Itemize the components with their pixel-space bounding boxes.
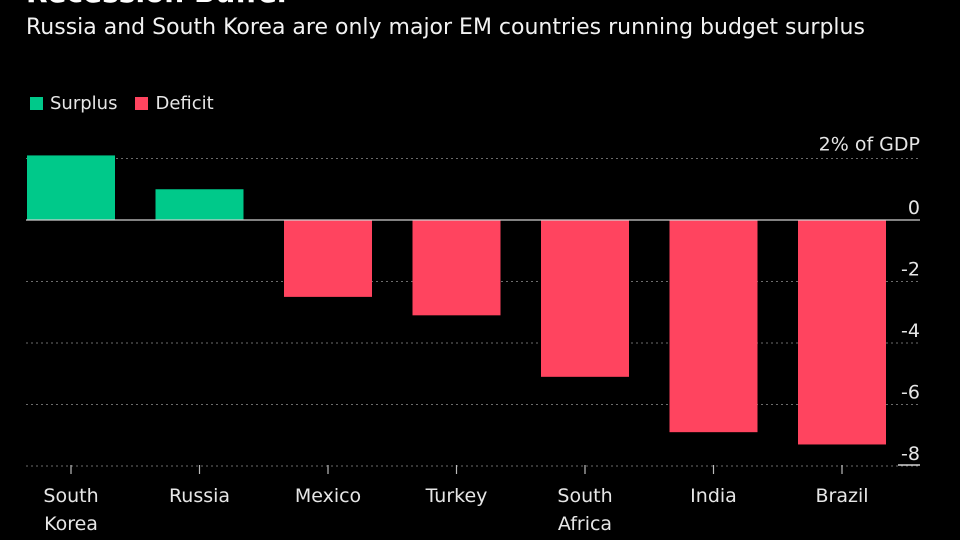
bar — [27, 155, 115, 220]
y-tick-label: -8 — [901, 443, 920, 465]
y-tick-label: -2 — [901, 259, 920, 281]
bar — [669, 220, 758, 433]
bar — [155, 189, 244, 220]
legend-label-deficit: Deficit — [155, 93, 214, 114]
category-label: Turkey — [425, 485, 488, 507]
y-tick-label: -6 — [901, 382, 920, 404]
legend-swatch-surplus — [30, 97, 43, 110]
category-label: South Korea — [43, 485, 98, 535]
legend-label-surplus: Surplus — [50, 93, 118, 114]
legend-item-surplus: Surplus — [30, 93, 117, 114]
category-label: Brazil — [815, 485, 868, 507]
bar — [284, 220, 372, 297]
bar — [541, 220, 629, 377]
category-label: India — [690, 485, 737, 507]
y-tick-label: -4 — [901, 320, 920, 342]
legend-item-deficit: Deficit — [135, 93, 214, 114]
category-label: Mexico — [295, 485, 361, 507]
y-tick-label: 2% of GDP — [819, 134, 920, 156]
chart-subtitle: Russia and South Korea are only major EM… — [26, 15, 865, 40]
category-label: South Africa — [557, 485, 612, 535]
chart-title: Recession Buffer — [26, 0, 291, 8]
bar — [798, 220, 886, 445]
legend: Surplus Deficit — [30, 93, 214, 114]
category-label: Russia — [169, 485, 230, 507]
bar — [412, 220, 501, 316]
legend-swatch-deficit — [135, 97, 149, 110]
y-tick-label: 0 — [908, 197, 920, 219]
